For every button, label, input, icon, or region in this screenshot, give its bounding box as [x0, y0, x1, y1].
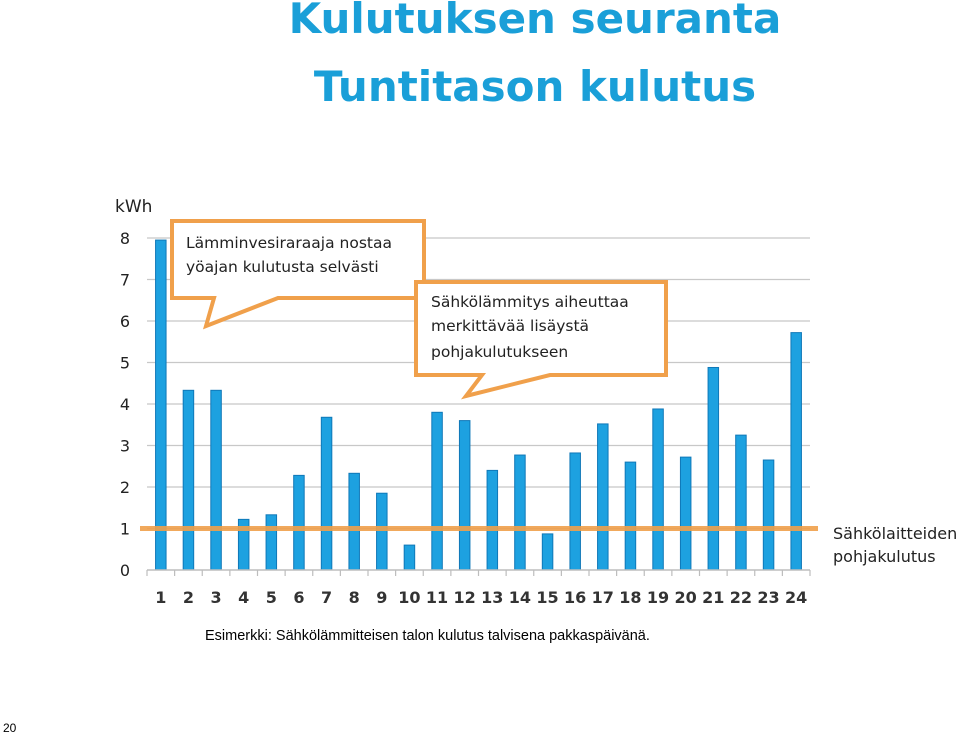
x-tick-label: 13: [481, 588, 503, 607]
x-tick-label: 16: [564, 588, 586, 607]
y-axis: kWh 0 1 2 3 4 5 6 7 8: [115, 197, 152, 580]
bar: [431, 411, 443, 571]
x-tick-label: 7: [321, 588, 332, 607]
bar: [210, 389, 222, 571]
x-tick-label: 2: [183, 588, 194, 607]
y-tick-label: 5: [120, 354, 130, 373]
bar: [624, 461, 637, 571]
x-tick-label: 11: [426, 588, 448, 607]
x-tick-label: 3: [210, 588, 221, 607]
bar: [155, 239, 167, 571]
bar: [514, 454, 526, 571]
x-tick-label: 24: [785, 588, 807, 607]
y-tick-label: 6: [120, 312, 130, 331]
baseline-label-line1: Sähkölaitteiden: [833, 524, 957, 543]
x-tick-label: 20: [675, 588, 697, 607]
baseline-reference: Sähkölaitteiden pohjakulutus: [140, 524, 957, 566]
bar: [486, 469, 499, 571]
callout-water-heater-line1: Lämminvesiraraaja nostaa: [186, 234, 392, 252]
callout-electric-heating-line2: merkittävää lisäystä: [431, 317, 589, 335]
callout-water-heater-box: [170, 219, 426, 330]
callout-electric-heating-line3: pohjakulutukseen: [431, 343, 568, 361]
x-tick-label: 23: [757, 588, 779, 607]
x-tick-label: 4: [238, 588, 249, 607]
chart-caption: Esimerkki: Sähkölämmitteisen talon kulut…: [205, 628, 650, 644]
slide-title: Kulutuksen seuranta: [288, 0, 782, 43]
bar: [569, 452, 581, 571]
x-tick-label: 5: [266, 588, 277, 607]
bar: [458, 420, 471, 571]
bar: [597, 423, 609, 571]
x-axis: 1 2 3 4 5 6 7 8 9 10 11 12 13 14 15 16 17 18 19 20 21 22 23 24: [146, 569, 811, 607]
x-tick-label: 21: [702, 588, 724, 607]
bar: [735, 434, 747, 571]
callout-water-heater-line2: yöajan kulutusta selvästi: [186, 258, 379, 276]
bar: [541, 533, 554, 571]
bar: [652, 408, 664, 571]
bar: [182, 389, 195, 571]
bar: [293, 474, 305, 571]
bar: [376, 492, 388, 571]
bar: [348, 472, 360, 571]
y-tick-label: 7: [120, 271, 130, 290]
bar: [762, 459, 775, 571]
bar: [790, 332, 802, 571]
x-tick-label: 6: [293, 588, 304, 607]
bar: [265, 514, 278, 571]
y-tick-label: 4: [120, 395, 130, 414]
callout-electric-heating: Sähkölämmitys aiheuttaa merkittävää lisä…: [414, 280, 668, 400]
bar: [320, 416, 333, 571]
y-tick-label: 8: [120, 229, 130, 248]
x-tick-label: 9: [376, 588, 387, 607]
y-tick-label: 3: [120, 437, 130, 456]
y-tick-label: 0: [120, 561, 130, 580]
x-tick-label: 12: [454, 588, 476, 607]
x-tick-label: 8: [349, 588, 360, 607]
bar: [707, 366, 720, 571]
y-axis-label: kWh: [115, 197, 152, 217]
callout-water-heater: Lämminvesiraraaja nostaa yöajan kulutust…: [170, 219, 426, 330]
callout-electric-heating-line1: Sähkölämmitys aiheuttaa: [431, 293, 629, 311]
bar: [679, 456, 692, 571]
y-tick-label: 2: [120, 478, 130, 497]
x-tick-label: 1: [155, 588, 166, 607]
x-tick-label: 17: [592, 588, 614, 607]
bars: [155, 239, 802, 571]
callout-electric-heating-box: [414, 280, 668, 400]
baseline-label-line2: pohjakulutus: [833, 547, 936, 566]
x-tick-label: 10: [398, 588, 420, 607]
x-tick-label: 14: [509, 588, 531, 607]
x-tick-label: 22: [730, 588, 752, 607]
x-tick-label: 15: [536, 588, 558, 607]
bar: [403, 544, 416, 571]
y-tick-label: 1: [120, 520, 130, 539]
page-number: 20: [3, 721, 17, 735]
x-tick-label: 19: [647, 588, 669, 607]
slide-subtitle: Tuntitason kulutus: [313, 62, 757, 111]
x-tick-label: 18: [619, 588, 641, 607]
